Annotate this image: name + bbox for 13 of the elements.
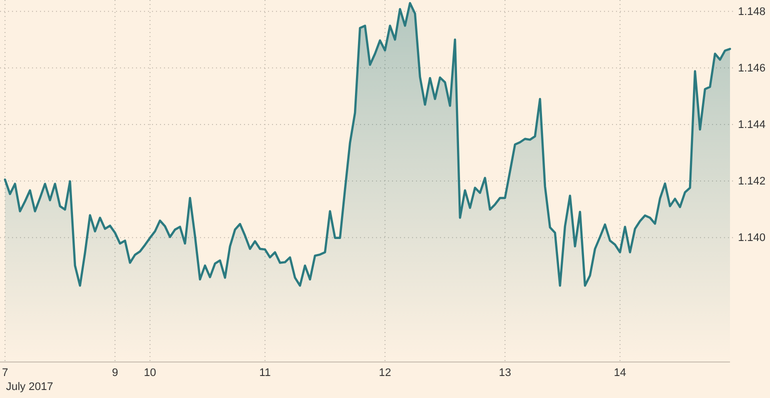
x-tick-label: 9 <box>112 366 118 379</box>
y-tick-label: 1.140 <box>738 232 766 244</box>
x-tick-label: 12 <box>378 366 392 379</box>
y-tick-label: 1.148 <box>738 6 766 18</box>
x-axis-title: July 2017 <box>6 381 54 393</box>
y-tick-label: 1.144 <box>738 118 766 131</box>
y-tick-label: 1.146 <box>738 62 766 74</box>
x-tick-label: 13 <box>498 366 512 379</box>
x-tick-label: 11 <box>259 366 271 379</box>
x-tick-label: 14 <box>614 366 626 379</box>
x-tick-label: 7 <box>2 366 8 379</box>
x-tick-label: 10 <box>144 366 156 379</box>
y-tick-label: 1.142 <box>738 176 766 188</box>
